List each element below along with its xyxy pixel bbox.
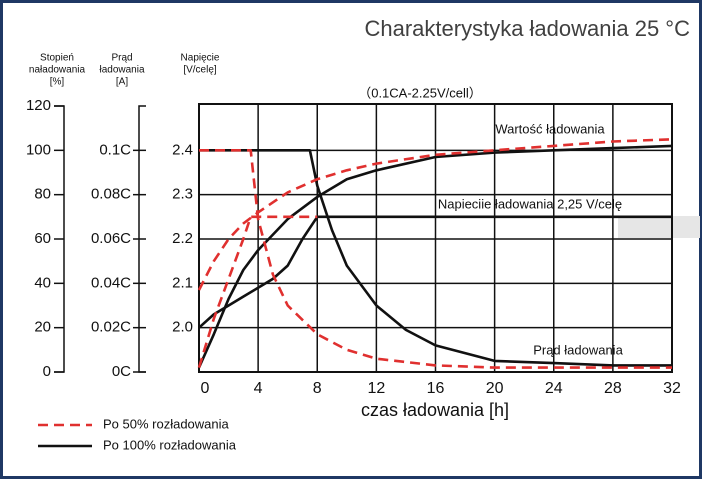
axis-label: [V/celę] — [183, 65, 217, 76]
x-tick-label: 0 — [201, 380, 210, 397]
axis-label: naładowania — [29, 65, 86, 76]
y3-tick-label: 2.0 — [172, 319, 193, 336]
x-tick-label: 32 — [663, 380, 681, 397]
axis-label: Napięcie — [181, 53, 220, 64]
axis-label: ładowania — [99, 65, 144, 76]
axis-label: [A] — [116, 77, 128, 88]
y-tick-label: 0 — [43, 363, 51, 380]
y2-tick-label: 0.1C — [99, 141, 131, 158]
x-tick-label: 4 — [254, 380, 263, 397]
y2-tick-label: 0.08C — [91, 186, 131, 203]
y3-tick-label: 2.4 — [172, 141, 193, 158]
x-tick-label: 12 — [367, 380, 385, 397]
charge-line — [197, 138, 673, 291]
y-tick-label: 80 — [34, 186, 51, 203]
charge-line — [197, 144, 673, 369]
axis-label: [%] — [50, 77, 65, 88]
legend-label: Po 50% rozładowania — [103, 416, 230, 431]
x-tick-label: 20 — [486, 380, 504, 397]
y3-tick-label: 2.1 — [172, 274, 193, 291]
y3-tick-label: 2.3 — [172, 186, 193, 203]
y2-tick-label: 0.06C — [91, 230, 131, 247]
x-tick-label: 24 — [545, 380, 563, 397]
x-tick-label: 8 — [313, 380, 322, 397]
current-line — [199, 149, 672, 369]
axis-label: Stopień — [40, 53, 74, 64]
axis-label: Prąd — [111, 53, 132, 64]
y2-tick-label: 0.04C — [91, 274, 131, 291]
annotation: Wartość ładowania — [495, 121, 605, 136]
y2-tick-label: 0.02C — [91, 319, 131, 336]
shading — [618, 216, 700, 238]
voltage-line — [197, 215, 318, 368]
chart-title: Charakterystyka ładowania 25 °C — [364, 16, 690, 41]
y3-tick-label: 2.2 — [172, 230, 193, 247]
subtitle: （0.1CA-2.25V/cell） — [358, 85, 482, 100]
y-tick-label: 40 — [34, 274, 51, 291]
x-tick-label: 16 — [427, 380, 445, 397]
annotation: Napieciie ładowania 2,25 V/celę — [438, 196, 622, 211]
y-tick-label: 120 — [26, 97, 51, 114]
y2-tick-label: 0C — [112, 363, 131, 380]
y-tick-label: 60 — [34, 230, 51, 247]
voltage-line — [198, 215, 672, 329]
x-tick-label: 28 — [604, 380, 622, 397]
legend-label: Po 100% rozładowania — [103, 437, 237, 452]
y-tick-label: 20 — [34, 319, 51, 336]
y-tick-label: 100 — [26, 141, 51, 158]
annotation: Prąd ładowania — [533, 342, 623, 357]
x-axis-label: czas ładowania [h] — [361, 400, 509, 420]
